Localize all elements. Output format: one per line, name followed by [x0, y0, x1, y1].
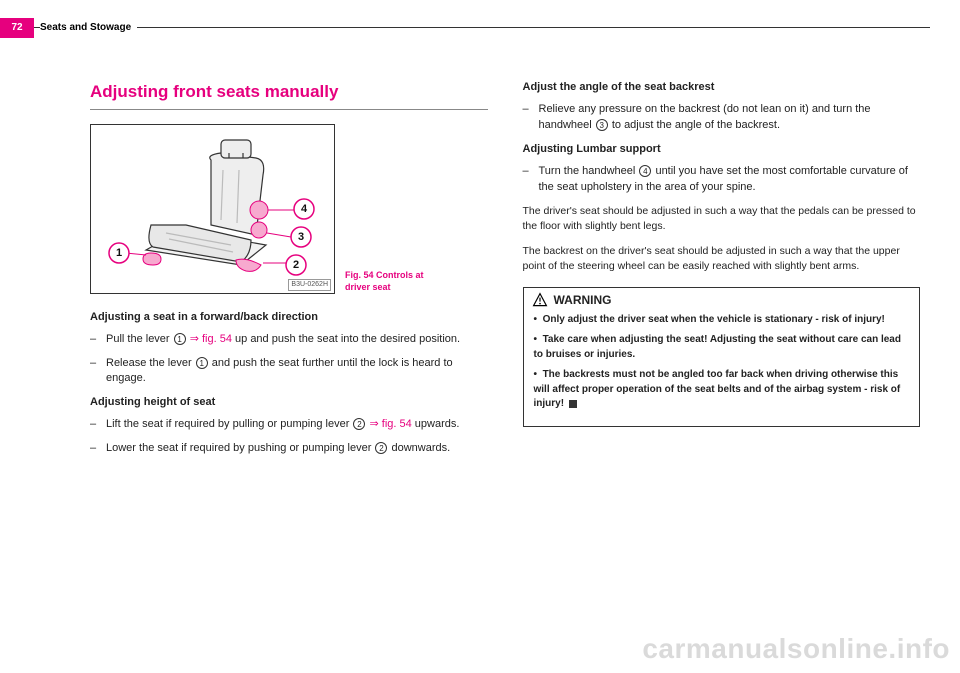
- figure-caption: Fig. 54 Controls at driver seat: [345, 270, 435, 293]
- body-paragraph: The driver's seat should be adjusted in …: [523, 204, 921, 234]
- warning-box: WARNING • Only adjust the driver seat wh…: [523, 287, 921, 427]
- text: Lift the seat if required by pulling or …: [106, 418, 352, 430]
- left-column: Adjusting front seats manually: [90, 80, 488, 633]
- warning-label: WARNING: [554, 292, 612, 309]
- bullet-text: Lift the seat if required by pulling or …: [106, 417, 488, 433]
- watermark: carmanualsonline.info: [642, 633, 950, 665]
- content-columns: Adjusting front seats manually: [90, 80, 920, 633]
- callout-2: 2: [293, 259, 299, 271]
- body-paragraph: The backrest on the driver's seat should…: [523, 244, 921, 274]
- bullet-text: Lower the seat if required by pushing or…: [106, 441, 488, 457]
- manual-page: 72 Seats and Stowage Adjusting front sea…: [0, 0, 960, 673]
- right-column: Adjust the angle of the seat backrest – …: [523, 80, 921, 633]
- bullet: – Lift the seat if required by pulling o…: [90, 417, 488, 433]
- subhead-backrest: Adjust the angle of the seat backrest: [523, 80, 921, 96]
- callout-ref-3: 3: [596, 119, 608, 131]
- bullet: – Relieve any pressure on the backrest (…: [523, 102, 921, 134]
- warning-item: Take care when adjusting the seat! Adjus…: [534, 334, 901, 360]
- callout-1: 1: [116, 247, 122, 259]
- text: to adjust the angle of the backrest.: [609, 119, 780, 131]
- warning-body: • Only adjust the driver seat when the v…: [524, 311, 920, 426]
- text: Lower the seat if required by pushing or…: [106, 442, 374, 454]
- bullet: – Release the lever 1 and push the seat …: [90, 356, 488, 388]
- fig-ref: ⇒ fig. 54: [190, 333, 232, 345]
- text: Release the lever: [106, 357, 195, 369]
- bullet-text: Pull the lever 1 ⇒ fig. 54 up and push t…: [106, 332, 488, 348]
- bullet: – Lower the seat if required by pushing …: [90, 441, 488, 457]
- callout-3: 3: [298, 231, 304, 243]
- dash: –: [90, 417, 106, 433]
- bullet: – Pull the lever 1 ⇒ fig. 54 up and push…: [90, 332, 488, 348]
- figure-row: 1 2 3 4 B3U-0262H Fig. 54 Controls at dr…: [90, 124, 488, 294]
- text: Turn the handwheel: [539, 165, 639, 177]
- dash: –: [90, 332, 106, 348]
- title-rule: [90, 109, 488, 110]
- seat-svg: 1 2 3 4: [91, 125, 336, 295]
- header-rule: [34, 27, 930, 28]
- warning-item: The backrests must not be angled too far…: [534, 369, 901, 409]
- callout-4: 4: [301, 203, 308, 215]
- section-title: Adjusting front seats manually: [90, 80, 488, 105]
- text: downwards.: [388, 442, 450, 454]
- text: Pull the lever: [106, 333, 173, 345]
- subhead-lumbar: Adjusting Lumbar support: [523, 142, 921, 158]
- warning-item: Only adjust the driver seat when the veh…: [543, 314, 885, 325]
- callout-ref-1: 1: [196, 357, 208, 369]
- callout-ref-1: 1: [174, 333, 186, 345]
- fig-ref: ⇒ fig. 54: [369, 418, 411, 430]
- warning-icon: [532, 292, 548, 308]
- figure-id: B3U-0262H: [288, 279, 331, 291]
- dash: –: [523, 164, 539, 196]
- subhead-height: Adjusting height of seat: [90, 395, 488, 411]
- page-number-tab: 72: [0, 18, 34, 38]
- dash: –: [90, 441, 106, 457]
- bullet-text: Release the lever 1 and push the seat fu…: [106, 356, 488, 388]
- subhead-forward-back: Adjusting a seat in a forward/back direc…: [90, 310, 488, 326]
- bullet: – Turn the handwheel 4 until you have se…: [523, 164, 921, 196]
- callout-ref-2: 2: [353, 418, 365, 430]
- end-mark: [569, 400, 577, 408]
- dash: –: [523, 102, 539, 134]
- bullet-text: Turn the handwheel 4 until you have set …: [539, 164, 921, 196]
- callout-ref-2: 2: [375, 442, 387, 454]
- running-head: Seats and Stowage: [40, 22, 137, 33]
- warning-header: WARNING: [524, 288, 920, 311]
- text: upwards.: [412, 418, 460, 430]
- text: up and push the seat into the desired po…: [232, 333, 460, 345]
- callout-ref-4: 4: [639, 165, 651, 177]
- seat-figure: 1 2 3 4 B3U-0262H: [90, 124, 335, 294]
- dash: –: [90, 356, 106, 388]
- bullet-text: Relieve any pressure on the backrest (do…: [539, 102, 921, 134]
